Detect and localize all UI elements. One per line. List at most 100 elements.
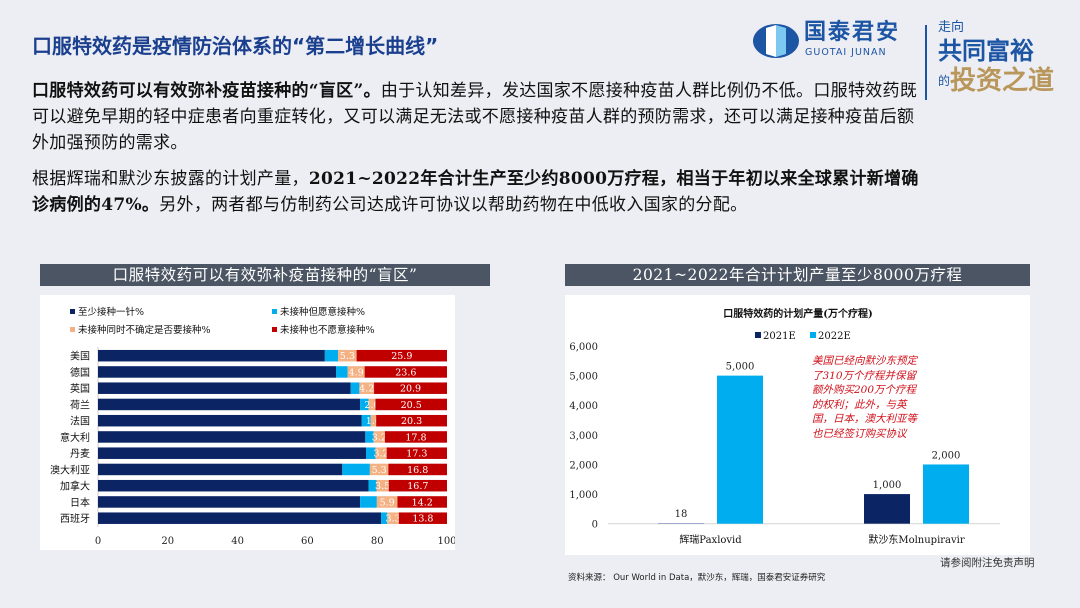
bar bbox=[864, 494, 910, 524]
bar-segment bbox=[98, 382, 351, 394]
bar-segment bbox=[98, 512, 382, 524]
data-label: 25.9 bbox=[391, 351, 412, 362]
bar-segment bbox=[388, 479, 447, 492]
data-label: 16.7 bbox=[407, 481, 428, 492]
bar bbox=[658, 523, 704, 524]
data-label: 5.3 bbox=[372, 465, 387, 476]
bar-segment bbox=[376, 496, 398, 508]
legend-label: 未接种同时不确定是否要接种% bbox=[78, 324, 211, 336]
data-label: 2,000 bbox=[932, 450, 961, 461]
p2-text-b: 另外，两者都与仿制药公司达成许可协议以帮助药物在中低收入国家的分配。 bbox=[159, 195, 748, 215]
data-label: 14.2 bbox=[412, 497, 433, 508]
data-label: 3.5 bbox=[375, 481, 390, 492]
category-label: 辉瑞Paxlovid bbox=[679, 534, 742, 546]
data-label: 20.3 bbox=[401, 416, 422, 427]
right-section-header: 2021~2022年合计计划产量至少8000万疗程 bbox=[565, 264, 1030, 286]
y-tick-label: 4,000 bbox=[569, 401, 598, 412]
chart-title: 口服特效药的计划产量(万个疗程) bbox=[723, 307, 872, 320]
data-label: 16.8 bbox=[407, 465, 428, 476]
data-label: 5.9 bbox=[380, 497, 395, 508]
legend-swatch bbox=[272, 327, 277, 332]
legend-label: 至少接种一针% bbox=[78, 306, 144, 318]
slogan-line4: 投资之道 bbox=[950, 66, 1055, 96]
x-tick-label: 100 bbox=[437, 536, 455, 547]
legend-label: 2022E bbox=[818, 331, 851, 342]
category-label: 日本 bbox=[70, 496, 90, 509]
bar-segment bbox=[347, 366, 365, 378]
production-bar-chart: 口服特效药的计划产量(万个疗程) 2021E 2022E 0 1,000 2,000 3,0… bbox=[569, 307, 1000, 546]
bar-segment bbox=[361, 414, 371, 427]
bar-segment bbox=[364, 366, 447, 378]
data-label: 5,000 bbox=[726, 362, 755, 373]
category-label: 法国 bbox=[70, 415, 90, 428]
bar-segment bbox=[366, 447, 376, 459]
y-tick-label: 1,000 bbox=[569, 490, 598, 501]
slogan: 走向 共同富裕 的投资之道 bbox=[938, 20, 1068, 97]
data-label: 4.9 bbox=[349, 367, 364, 378]
disclaimer: 请参阅附注免责声明 bbox=[940, 557, 1035, 569]
bar-segment bbox=[370, 414, 377, 427]
legend-swatch bbox=[810, 332, 816, 338]
bar-segment bbox=[98, 431, 366, 443]
bar-segment bbox=[386, 447, 447, 459]
data-label: 5.3 bbox=[340, 351, 355, 362]
data-label: 1.6 bbox=[366, 416, 381, 427]
page-title: 口服特效药是疫情防治体系的“第二增长曲线” bbox=[32, 34, 439, 58]
category-label: 荷兰 bbox=[70, 398, 90, 411]
bar-segment bbox=[98, 496, 361, 508]
data-label: 3.3 bbox=[386, 514, 401, 525]
header-divider bbox=[925, 25, 927, 100]
category-label: 默沙东Molnupiravir bbox=[868, 533, 965, 546]
paragraph-2: 根据辉瑞和默沙东披露的计划产量，2021~2022年合计生产至少约8000万疗程… bbox=[32, 166, 922, 218]
category-label: 加拿大 bbox=[60, 480, 90, 493]
left-section-header: 口服特效药可以有效弥补疫苗接种的“盲区” bbox=[40, 264, 490, 286]
data-label: 18 bbox=[675, 509, 688, 520]
bar bbox=[717, 375, 763, 524]
data-label: 17.8 bbox=[405, 432, 426, 443]
logo-en: GUOTAI JUNAN bbox=[805, 47, 887, 58]
bar-segment bbox=[387, 512, 399, 524]
legend-label: 未接种也不愿意接种% bbox=[280, 324, 375, 336]
bar-segment bbox=[98, 414, 362, 427]
vaccination-chart-panel: 至少接种一针% 未接种但愿意接种% 未接种同时不确定是否要接种% 未接种也不愿意接种%… bbox=[40, 295, 457, 550]
bar-segment bbox=[368, 479, 377, 492]
data-label: 17.3 bbox=[406, 449, 427, 460]
category-label: 丹麦 bbox=[70, 448, 90, 460]
data-label: 4.2 bbox=[359, 384, 374, 395]
category-label: 德国 bbox=[70, 366, 90, 379]
bar-segment bbox=[360, 398, 369, 411]
guotai-junan-logo-icon bbox=[753, 24, 799, 58]
x-tick-label: 0 bbox=[95, 536, 101, 547]
category-label: 美国 bbox=[70, 350, 90, 363]
y-tick-label: 2,000 bbox=[569, 460, 598, 471]
data-label: 2.0 bbox=[364, 400, 379, 411]
p1-text: 由于认知差异，发达国家不愿接种疫苗人群比例仍不低。口服特效药既可以避免早期的轻中… bbox=[32, 81, 918, 153]
p2-text-a: 根据辉瑞和默沙东披露的计划产量， bbox=[32, 169, 309, 189]
vaccination-stacked-bar-chart: 至少接种一针% 未接种但愿意接种% 未接种同时不确定是否要接种% 未接种也不愿意接种%… bbox=[50, 306, 457, 547]
bar-segment bbox=[98, 479, 369, 492]
category-label: 澳大利亚 bbox=[50, 463, 90, 476]
x-tick-label: 60 bbox=[301, 536, 314, 547]
bar-segment bbox=[359, 382, 375, 394]
bar-segment bbox=[384, 431, 447, 443]
bar-segment bbox=[98, 447, 367, 459]
bar-segment bbox=[388, 463, 447, 476]
legend-swatch bbox=[70, 327, 75, 332]
bar-segment bbox=[397, 496, 447, 508]
bar bbox=[923, 464, 969, 524]
bar-segment bbox=[365, 431, 374, 443]
bar-segment bbox=[324, 349, 339, 362]
legend-swatch bbox=[272, 309, 277, 314]
bar-segment bbox=[369, 463, 389, 476]
legend-label: 2021E bbox=[763, 331, 796, 342]
bar-segment bbox=[342, 463, 370, 476]
bar-segment bbox=[368, 398, 376, 411]
category-label: 西班牙 bbox=[60, 513, 90, 525]
category-label: 意大利 bbox=[60, 431, 90, 444]
data-label: 23.6 bbox=[395, 367, 416, 378]
y-tick-label: 3,000 bbox=[569, 431, 598, 442]
bar-segment bbox=[350, 382, 360, 394]
slogan-line1: 走向 bbox=[938, 20, 965, 35]
legend-swatch bbox=[755, 332, 761, 338]
bar-segment bbox=[98, 349, 325, 362]
